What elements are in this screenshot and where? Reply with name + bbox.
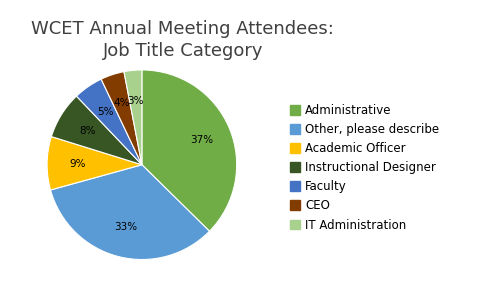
- Text: WCET Annual Meeting Attendees:
Job Title Category: WCET Annual Meeting Attendees: Job Title…: [31, 20, 334, 60]
- Wedge shape: [101, 72, 142, 165]
- Wedge shape: [51, 96, 142, 165]
- Text: 9%: 9%: [69, 159, 85, 169]
- Text: 4%: 4%: [113, 99, 130, 108]
- Wedge shape: [124, 70, 142, 165]
- Legend: Administrative, Other, please describe, Academic Officer, Instructional Designer: Administrative, Other, please describe, …: [284, 99, 443, 236]
- Text: 5%: 5%: [97, 107, 113, 117]
- Text: 8%: 8%: [79, 126, 95, 136]
- Wedge shape: [47, 137, 142, 190]
- Text: 37%: 37%: [190, 135, 213, 145]
- Text: 3%: 3%: [127, 96, 144, 105]
- Wedge shape: [142, 70, 236, 231]
- Wedge shape: [76, 79, 142, 165]
- Text: 33%: 33%: [114, 222, 137, 232]
- Wedge shape: [50, 165, 209, 260]
